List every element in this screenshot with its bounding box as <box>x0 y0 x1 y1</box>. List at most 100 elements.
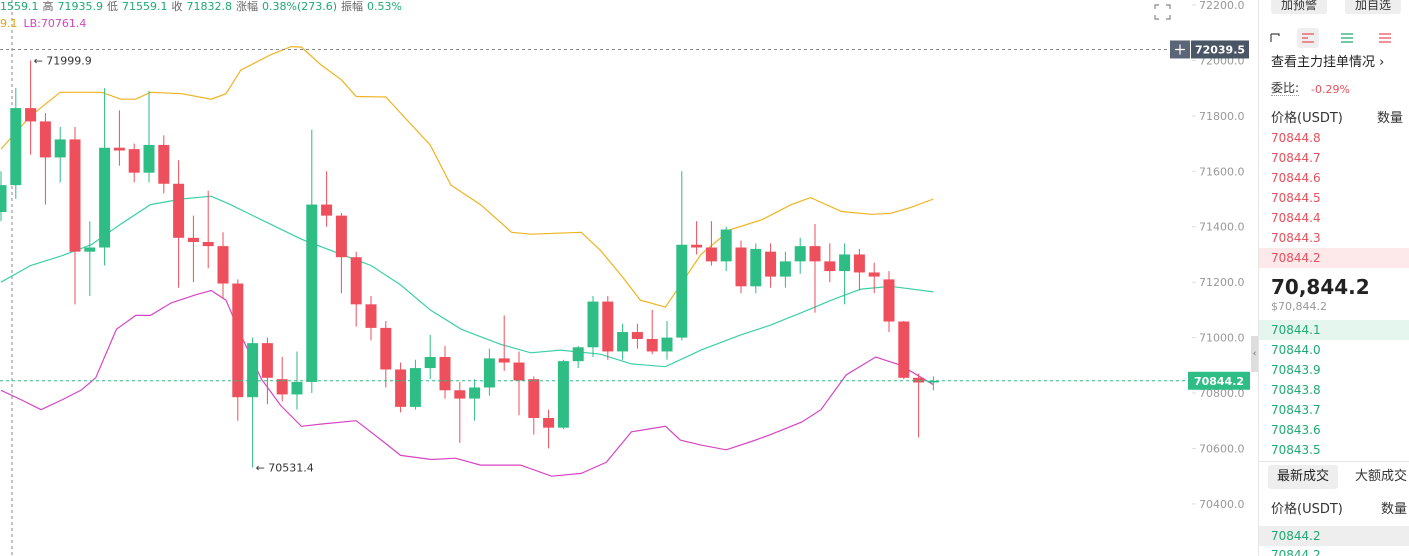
crosshair-label: 72039.5 <box>1195 43 1245 56</box>
candle-body <box>927 380 939 383</box>
candle-body <box>676 244 688 338</box>
y-tick-label: 71200.0 <box>1199 276 1245 289</box>
ohlc-value: 0.53% <box>367 0 402 13</box>
candle-body <box>306 204 318 382</box>
candle-body <box>809 246 821 262</box>
ask-price: 70844.5 <box>1271 191 1321 205</box>
last-price-label: 70844.2 <box>1194 375 1244 388</box>
candle-body <box>276 379 288 395</box>
candle-body <box>646 338 658 352</box>
bid-highlight <box>1259 320 1409 340</box>
tab-latest[interactable]: 最新成交 <box>1268 465 1338 489</box>
candle-body <box>217 246 229 284</box>
trade-price: 70844.2 <box>1271 548 1321 556</box>
ohlc-info: 1559.1 高 71935.9 低 71559.1 收 71832.8 涨幅 0.38%(27… <box>0 0 406 14</box>
crosshair-plus-icon <box>1175 44 1185 55</box>
candle-body <box>454 390 466 399</box>
depth-link[interactable]: 查看主力挂单情况 › <box>1271 55 1385 70</box>
collapse-handle[interactable]: ‹ <box>1251 336 1258 372</box>
candle-body <box>424 356 436 369</box>
ohlc-label: 收 <box>171 0 183 13</box>
icon[interactable] <box>1302 33 1314 43</box>
chart: 72200.072000.071800.071600.071400.071200… <box>0 0 1250 556</box>
bid-price: 70843.6 <box>1271 423 1321 437</box>
candle-body <box>395 369 407 407</box>
candle-body <box>720 229 732 262</box>
trade-price: 70844.2 <box>1271 529 1321 543</box>
candle-body <box>794 246 806 262</box>
y-tick-label: 72200.0 <box>1199 0 1245 12</box>
candle-body <box>380 327 392 370</box>
ohlc-value: 71935.9 <box>57 0 104 13</box>
depth-link-text[interactable]: 查看主力挂单情况 <box>1271 55 1376 70</box>
ohlc-value: 1559.1 <box>0 0 39 13</box>
alert-button[interactable]: 加预警 <box>1271 0 1327 14</box>
y-tick-label: 70800.0 <box>1199 387 1245 400</box>
candle-body <box>661 337 673 352</box>
candle-body <box>631 332 643 339</box>
expand-icon[interactable] <box>1154 4 1171 20</box>
ohlc-value: 71559.1 <box>122 0 168 13</box>
candle-body <box>617 332 629 352</box>
candle-body <box>173 183 185 238</box>
watchlist-button[interactable]: 加自选 <box>1345 0 1401 14</box>
candle-body <box>779 261 791 277</box>
ask-price: 70844.6 <box>1271 171 1321 185</box>
ask-price: 70844.3 <box>1271 231 1321 245</box>
last-price: 70,844.2 <box>1271 275 1370 299</box>
candle-body <box>557 361 569 428</box>
y-tick-label: 71600.0 <box>1199 165 1245 178</box>
candle-body <box>10 108 22 186</box>
candle-body <box>232 283 244 398</box>
candle-body <box>513 362 525 381</box>
candle-body <box>69 139 81 252</box>
ohlc-label: 低 <box>107 0 118 13</box>
band-line <box>0 289 934 477</box>
tab-large[interactable]: 大额成交 <box>1355 469 1408 484</box>
candle-body <box>853 254 865 273</box>
candle-body <box>113 147 125 151</box>
bid-price: 70844.0 <box>1271 343 1321 357</box>
ohlc-value: 71832.8 <box>186 0 233 13</box>
candle-body <box>158 144 170 184</box>
candle-body <box>99 147 111 248</box>
divider <box>1259 461 1409 462</box>
y-tick-label: 70400.0 <box>1199 498 1245 511</box>
band-value: 9.1 <box>0 17 18 30</box>
ohlc-label: 高 <box>42 0 54 13</box>
ohlc-value: 0.38%(273.6) <box>262 0 338 13</box>
bid-price: 70843.8 <box>1271 383 1321 397</box>
icon[interactable] <box>1379 33 1391 43</box>
candle-body <box>128 149 140 173</box>
view-icons <box>1270 28 1391 48</box>
candle-body <box>84 247 96 252</box>
ask-price: 70844.8 <box>1271 131 1321 145</box>
candle-body <box>839 254 851 272</box>
trade-highlight <box>1259 526 1409 546</box>
candle-body <box>0 185 7 213</box>
bid-price: 70843.5 <box>1271 443 1321 457</box>
candle-body <box>883 279 895 322</box>
ask-price: 70844.4 <box>1271 211 1321 225</box>
candle-body <box>824 261 836 272</box>
candle-body <box>25 108 37 122</box>
bid-price: 70844.1 <box>1271 323 1321 337</box>
y-tick-label: 71400.0 <box>1199 221 1245 234</box>
last-price-box <box>1188 371 1250 390</box>
candle-body <box>691 244 703 248</box>
trades-qty-header: 数量 <box>1381 502 1408 517</box>
candle-body <box>187 237 199 242</box>
candle-body <box>291 381 303 395</box>
y-tick-label: 71800.0 <box>1199 110 1245 123</box>
candle-body <box>350 257 362 305</box>
candle-body <box>543 417 555 428</box>
icon[interactable] <box>1341 33 1353 43</box>
candle-body <box>765 251 777 277</box>
side-panel: 加预警 加自选 查看主力挂单情况 › 委比: -0.29% 价格(USDT) 数… <box>1258 0 1409 556</box>
ratio-label: 委比: <box>1271 81 1300 96</box>
band-info: 9.1 LB:70761.4 <box>0 17 92 31</box>
icon[interactable] <box>1270 33 1280 42</box>
book-qty-header: 数量 <box>1377 111 1404 126</box>
candle-body <box>705 247 717 262</box>
ratio-value: -0.29% <box>1311 83 1350 96</box>
